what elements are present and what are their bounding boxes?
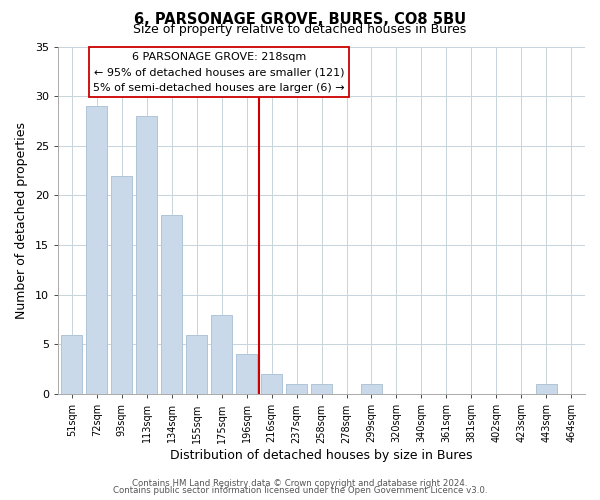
Bar	[261, 374, 282, 394]
X-axis label: Distribution of detached houses by size in Bures: Distribution of detached houses by size …	[170, 450, 473, 462]
Bar	[361, 384, 382, 394]
Text: Contains public sector information licensed under the Open Government Licence v3: Contains public sector information licen…	[113, 486, 487, 495]
Text: Contains HM Land Registry data © Crown copyright and database right 2024.: Contains HM Land Registry data © Crown c…	[132, 478, 468, 488]
Y-axis label: Number of detached properties: Number of detached properties	[15, 122, 28, 319]
Bar	[61, 334, 82, 394]
Bar	[311, 384, 332, 394]
Bar	[536, 384, 557, 394]
Bar	[186, 334, 208, 394]
Bar	[161, 216, 182, 394]
Text: 6 PARSONAGE GROVE: 218sqm
← 95% of detached houses are smaller (121)
5% of semi-: 6 PARSONAGE GROVE: 218sqm ← 95% of detac…	[93, 52, 344, 93]
Bar	[136, 116, 157, 394]
Bar	[111, 176, 133, 394]
Text: 6, PARSONAGE GROVE, BURES, CO8 5BU: 6, PARSONAGE GROVE, BURES, CO8 5BU	[134, 12, 466, 28]
Bar	[236, 354, 257, 394]
Text: Size of property relative to detached houses in Bures: Size of property relative to detached ho…	[133, 22, 467, 36]
Bar	[286, 384, 307, 394]
Bar	[86, 106, 107, 394]
Bar	[211, 314, 232, 394]
